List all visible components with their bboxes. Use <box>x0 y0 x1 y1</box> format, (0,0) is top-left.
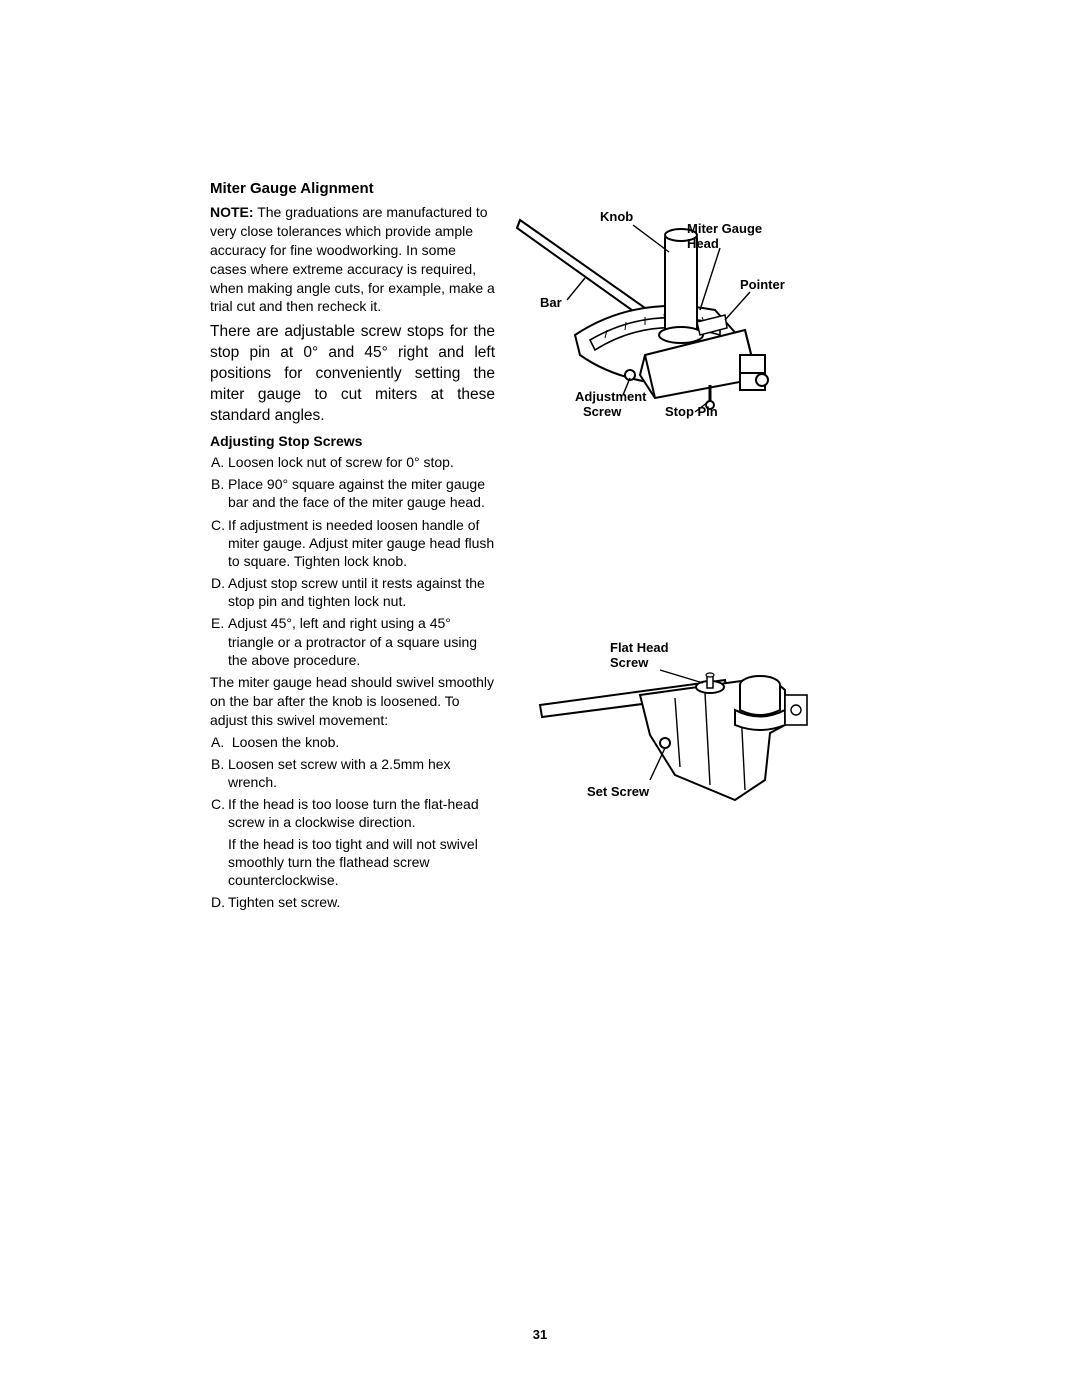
steps-list-1: A.Loosen lock nut of screw for 0° stop. … <box>210 453 495 669</box>
step-text: Adjust stop screw until it rests against… <box>228 575 485 609</box>
step-sub-text: If the head is too tight and will not sw… <box>228 835 495 890</box>
list-item: C.If adjustment is needed loosen handle … <box>228 516 495 571</box>
subheading-adjusting: Adjusting Stop Screws <box>210 433 495 449</box>
list-item: C.If the head is too loose turn the flat… <box>228 795 495 889</box>
note-paragraph: NOTE: The graduations are manufactured t… <box>210 203 495 316</box>
step-text: Loosen lock nut of screw for 0° stop. <box>228 454 454 470</box>
intro-paragraph: There are adjustable screw stops for the… <box>210 322 495 427</box>
label-bar: Bar <box>540 296 562 311</box>
list-item: D.Tighten set screw. <box>228 893 495 911</box>
left-column: Miter Gauge Alignment NOTE: The graduati… <box>210 180 495 915</box>
note-label: NOTE: <box>210 204 254 220</box>
page-number: 31 <box>533 1327 547 1342</box>
note-text: The graduations are manufactured to very… <box>210 204 495 314</box>
list-item: B.Loosen set screw with a 2.5mm hex wren… <box>228 755 495 791</box>
list-item: A. Loosen the knob. <box>228 733 495 751</box>
list-item: E.Adjust 45°, left and right using a 45°… <box>228 614 495 669</box>
label-stop-pin: Stop Pin <box>665 405 718 420</box>
label-pointer: Pointer <box>740 278 785 293</box>
step-text: If the head is too loose turn the flat-h… <box>228 796 479 830</box>
set-screw-svg <box>535 635 815 825</box>
steps-list-2: A. Loosen the knob. B.Loosen set screw w… <box>210 733 495 912</box>
step-text: Tighten set screw. <box>228 894 340 910</box>
step-text: Place 90° square against the miter gauge… <box>228 476 485 510</box>
label-set-screw: Set Screw <box>587 785 649 800</box>
label-flat-head: Flat Head <box>610 641 669 656</box>
set-screw-diagram: Flat Head Screw Set Screw <box>535 635 815 825</box>
label-head: Head <box>687 237 719 252</box>
list-item: A.Loosen lock nut of screw for 0° stop. <box>228 453 495 471</box>
label-adjustment-screw: Screw <box>583 405 621 420</box>
step-text: Loosen the knob. <box>232 734 339 750</box>
list-item: B.Place 90° square against the miter gau… <box>228 475 495 511</box>
label-flat-head-screw: Screw <box>610 656 648 671</box>
step-text: If adjustment is needed loosen handle of… <box>228 517 494 569</box>
label-adjustment: Adjustment <box>575 390 647 405</box>
right-column: Knob Miter Gauge Head Pointer Bar Adjust… <box>525 180 805 915</box>
step-text: Loosen set screw with a 2.5mm hex wrench… <box>228 756 451 790</box>
swivel-paragraph: The miter gauge head should swivel smoot… <box>210 673 495 730</box>
section-title: Miter Gauge Alignment <box>210 180 495 197</box>
step-text: Adjust 45°, left and right using a 45° t… <box>228 615 477 667</box>
miter-gauge-diagram: Knob Miter Gauge Head Pointer Bar Adjust… <box>515 180 805 420</box>
page-container: Miter Gauge Alignment NOTE: The graduati… <box>0 0 1080 965</box>
list-item: D.Adjust stop screw until it rests again… <box>228 574 495 610</box>
label-miter-gauge: Miter Gauge <box>687 222 762 237</box>
label-knob: Knob <box>600 210 633 225</box>
